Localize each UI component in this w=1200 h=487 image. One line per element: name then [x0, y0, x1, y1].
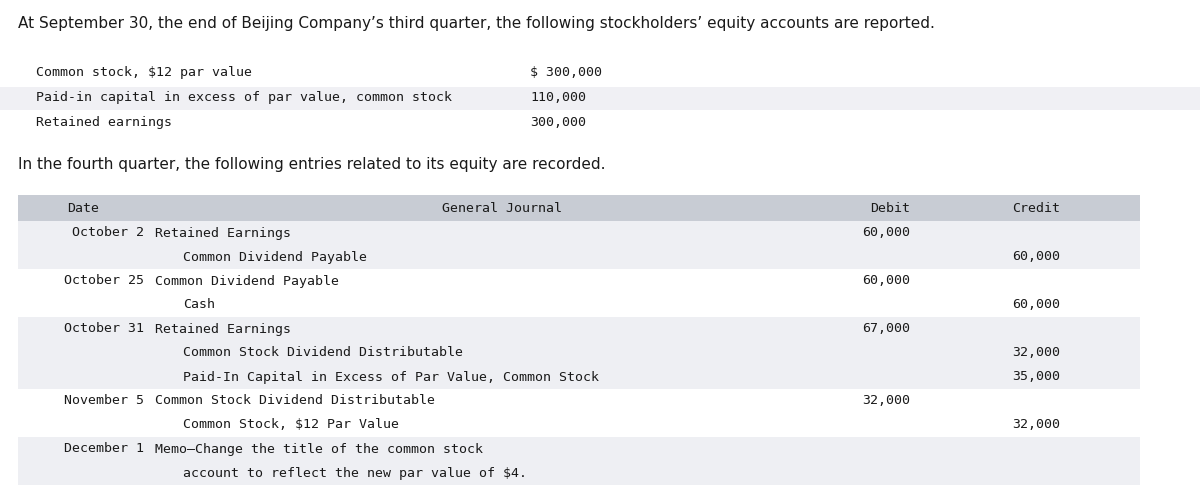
Bar [18, 485, 1140, 487]
Text: December 1: December 1 [64, 443, 144, 455]
Text: 32,000: 32,000 [1012, 346, 1060, 359]
Bar [18, 365, 1140, 389]
Bar [18, 461, 1140, 485]
Bar [18, 413, 1140, 437]
Text: Common Stock, $12 Par Value: Common Stock, $12 Par Value [182, 418, 398, 431]
Text: November 5: November 5 [64, 394, 144, 408]
Text: Paid-in capital in excess of par value, common stock: Paid-in capital in excess of par value, … [36, 91, 452, 104]
Text: Retained Earnings: Retained Earnings [155, 322, 292, 336]
Bar [18, 293, 1140, 317]
Text: $ 300,000: $ 300,000 [530, 66, 602, 79]
Text: 35,000: 35,000 [1012, 371, 1060, 383]
Text: Paid-In Capital in Excess of Par Value, Common Stock: Paid-In Capital in Excess of Par Value, … [182, 371, 599, 383]
Text: Credit: Credit [1012, 202, 1060, 214]
Bar [18, 341, 1140, 365]
Text: 110,000: 110,000 [530, 91, 586, 104]
Text: Debit: Debit [870, 202, 910, 214]
Text: October 2: October 2 [72, 226, 144, 240]
Bar [0, 87, 1200, 110]
Bar [0, 112, 1200, 135]
Text: 60,000: 60,000 [1012, 299, 1060, 312]
Bar [18, 317, 1140, 341]
Text: Cash: Cash [182, 299, 215, 312]
Text: Common Dividend Payable: Common Dividend Payable [155, 275, 340, 287]
Bar [18, 221, 1140, 245]
Text: October 25: October 25 [64, 275, 144, 287]
Text: 32,000: 32,000 [1012, 418, 1060, 431]
Bar [0, 62, 1200, 85]
Bar [18, 269, 1140, 293]
Bar [18, 389, 1140, 413]
Text: Common Stock Dividend Distributable: Common Stock Dividend Distributable [182, 346, 463, 359]
Bar [18, 437, 1140, 461]
Text: 60,000: 60,000 [862, 275, 910, 287]
Text: 60,000: 60,000 [1012, 250, 1060, 263]
Text: 32,000: 32,000 [862, 394, 910, 408]
Text: Memo–Change the title of the common stock: Memo–Change the title of the common stoc… [155, 443, 482, 455]
Text: General Journal: General Journal [443, 202, 563, 214]
Text: Common Stock Dividend Distributable: Common Stock Dividend Distributable [155, 394, 436, 408]
Text: 67,000: 67,000 [862, 322, 910, 336]
Text: Date: Date [67, 202, 98, 214]
Text: Common stock, $12 par value: Common stock, $12 par value [36, 66, 252, 79]
Text: At September 30, the end of Beijing Company’s third quarter, the following stock: At September 30, the end of Beijing Comp… [18, 16, 935, 31]
Text: 60,000: 60,000 [862, 226, 910, 240]
Text: Common Dividend Payable: Common Dividend Payable [182, 250, 367, 263]
Text: October 31: October 31 [64, 322, 144, 336]
Bar [18, 245, 1140, 269]
Text: In the fourth quarter, the following entries related to its equity are recorded.: In the fourth quarter, the following ent… [18, 157, 606, 172]
Text: account to reflect the new par value of $4.: account to reflect the new par value of … [182, 467, 527, 480]
Text: Retained earnings: Retained earnings [36, 116, 172, 129]
Text: Retained Earnings: Retained Earnings [155, 226, 292, 240]
Bar [18, 195, 1140, 221]
Text: 300,000: 300,000 [530, 116, 586, 129]
